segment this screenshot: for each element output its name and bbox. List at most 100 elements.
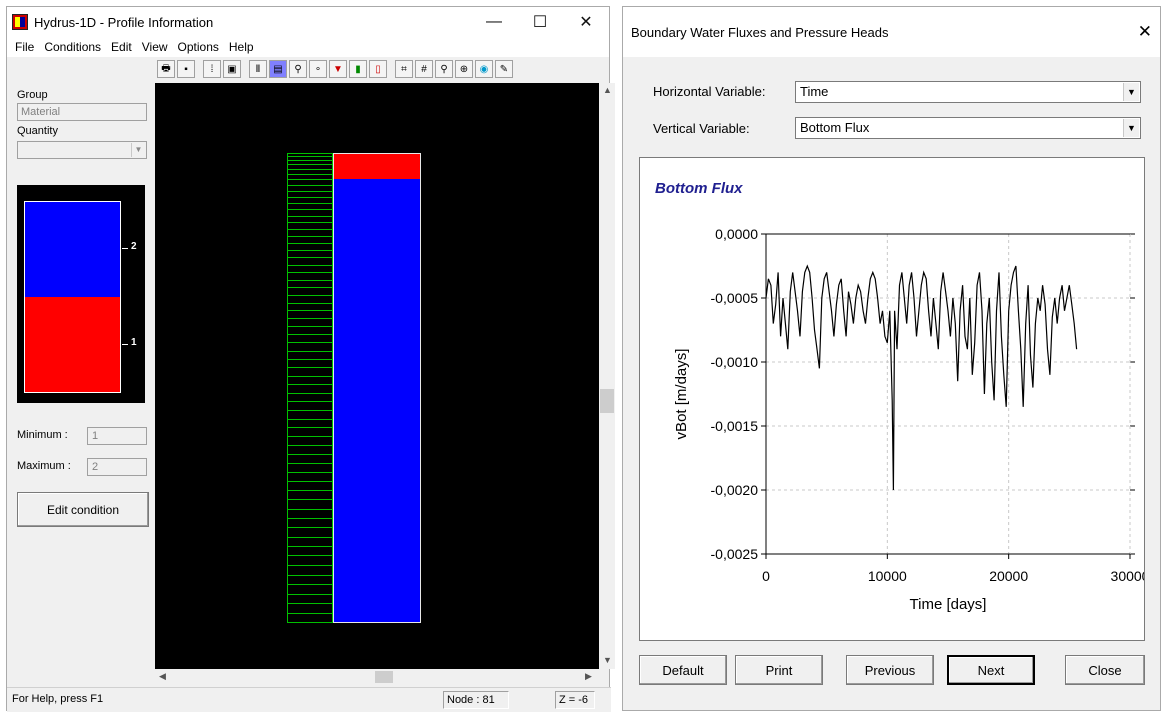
edit-pen-icon[interactable]: ✎ xyxy=(495,60,513,78)
legend-color-1 xyxy=(24,297,121,393)
dialog-title: Boundary Water Fluxes and Pressure Heads xyxy=(631,25,889,40)
minimum-field[interactable]: 1 xyxy=(87,427,147,445)
title-bar: Hydrus-1D - Profile Information — ☐ ✕ xyxy=(7,7,609,37)
grid-dots-icon[interactable]: ⁞ xyxy=(203,60,221,78)
status-help-text: For Help, press F1 xyxy=(12,693,104,705)
chart-title: Bottom Flux xyxy=(655,180,743,197)
profile-canvas[interactable] xyxy=(155,83,599,669)
color-scale-icon[interactable]: ▮ xyxy=(349,60,367,78)
scroll-right-icon[interactable]: ▶ xyxy=(585,671,592,681)
horizontal-scrollbar[interactable]: ◀ ▶ xyxy=(155,669,599,685)
legend-label-1: 1 xyxy=(131,337,137,348)
window-title: Hydrus-1D - Profile Information xyxy=(34,14,214,30)
chevron-down-icon[interactable]: ▼ xyxy=(1123,83,1139,101)
x-tick-label: 0 xyxy=(762,568,770,584)
zoom-window-icon[interactable]: ◉ xyxy=(475,60,493,78)
edit-condition-button[interactable]: Edit condition xyxy=(17,492,149,527)
observation-nodes-icon[interactable]: ∘ xyxy=(309,60,327,78)
scale-bar-icon[interactable]: ▯ xyxy=(369,60,387,78)
y-tick-label: -0,0015 xyxy=(711,418,759,434)
legend-tick xyxy=(122,248,128,249)
legend-label-2: 2 xyxy=(131,241,137,252)
frame-icon[interactable]: ▣ xyxy=(223,60,241,78)
chevron-down-icon[interactable]: ▼ xyxy=(1123,119,1139,137)
material-distribution-icon[interactable]: ▤ xyxy=(269,60,287,78)
menu-bar: File Conditions Edit View Options Help xyxy=(7,37,609,57)
menu-help[interactable]: Help xyxy=(228,40,254,54)
pressure-head-icon[interactable]: ▼ xyxy=(329,60,347,78)
y-tick-label: -0,0010 xyxy=(711,354,759,370)
close-icon[interactable]: ✕ xyxy=(1137,22,1152,41)
material-legend: 2 1 xyxy=(17,185,145,403)
horizontal-variable-label: Horizontal Variable: xyxy=(653,84,766,99)
dialog-title-bar: Boundary Water Fluxes and Pressure Heads… xyxy=(623,7,1160,57)
horizontal-scroll-thumb[interactable] xyxy=(375,671,393,683)
quantity-select[interactable]: ▼ xyxy=(17,141,147,159)
maximize-button[interactable]: ☐ xyxy=(532,14,548,31)
status-node: Node : 81 xyxy=(443,691,509,709)
y-tick-label: -0,0020 xyxy=(711,482,759,498)
default-button[interactable]: Default xyxy=(639,655,727,685)
save-icon[interactable]: ▪ xyxy=(177,60,195,78)
x-axis-label: Time [days] xyxy=(910,596,987,613)
hydrus-app-icon xyxy=(12,14,28,30)
profile-material-1[interactable] xyxy=(333,153,421,179)
profile-material-2[interactable] xyxy=(333,153,421,623)
profile-information-window: Hydrus-1D - Profile Information — ☐ ✕ Fi… xyxy=(6,6,615,712)
legend-tick xyxy=(122,344,128,345)
menu-file[interactable]: File xyxy=(15,40,35,54)
chevron-down-icon[interactable]: ▼ xyxy=(131,143,145,157)
maximum-label: Maximum : xyxy=(17,460,71,472)
status-bar: For Help, press F1 Node : 81 Z = -6 xyxy=(7,687,611,712)
dialog-close-button[interactable]: Close xyxy=(1065,655,1145,685)
x-tick-label: 30000 xyxy=(1111,568,1144,584)
legend-color-2 xyxy=(24,201,121,297)
condition-panel: Group Material Quantity ▼ 2 1 Minimum : … xyxy=(7,57,155,687)
vertical-variable-select[interactable]: Bottom Flux ▼ xyxy=(795,117,1141,139)
status-z: Z = -6 xyxy=(555,691,595,709)
horizontal-variable-select[interactable]: Time ▼ xyxy=(795,81,1141,103)
scroll-left-icon[interactable]: ◀ xyxy=(159,671,166,681)
toolbar: 🖶 ▪ ⁞ ▣ Ⅱ ▤ ⚲ ∘ ▼ ▮ ▯ ⌗ # ⚲ ⊕ ◉ ✎ xyxy=(157,57,611,81)
boundary-fluxes-dialog: Boundary Water Fluxes and Pressure Heads… xyxy=(622,6,1161,711)
y-tick-label: -0,0005 xyxy=(711,290,759,306)
profile-node-discretization xyxy=(287,153,333,623)
zoom-extents-icon[interactable]: ⌗ xyxy=(395,60,413,78)
vertical-scroll-thumb[interactable] xyxy=(600,389,614,413)
node-frame xyxy=(287,153,333,623)
previous-button[interactable]: Previous xyxy=(846,655,934,685)
y-axis-label: vBot [m/days] xyxy=(673,349,690,440)
vertical-scrollbar[interactable]: ▲ ▼ xyxy=(599,83,615,669)
scroll-down-icon[interactable]: ▼ xyxy=(603,655,612,665)
menu-edit[interactable]: Edit xyxy=(111,40,132,54)
vertical-variable-label: Vertical Variable: xyxy=(653,121,750,136)
quantity-label: Quantity xyxy=(17,125,58,137)
zoom-icon[interactable]: ⚲ xyxy=(435,60,453,78)
print-button[interactable]: Print xyxy=(735,655,823,685)
chart-area: Bottom Flux 0,0000 -0,0005 -0,0010 -0,0015 -… xyxy=(639,157,1145,641)
zoom-in-icon[interactable]: ⊕ xyxy=(455,60,473,78)
y-tick-label: -0,0025 xyxy=(711,546,759,562)
close-button[interactable]: ✕ xyxy=(579,14,593,31)
x-tick-label: 20000 xyxy=(989,568,1028,584)
maximum-field[interactable]: 2 xyxy=(87,458,147,476)
series-line xyxy=(765,264,1078,491)
vertical-variable-value: Bottom Flux xyxy=(800,120,870,135)
grid-icon[interactable]: # xyxy=(415,60,433,78)
print-icon[interactable]: 🖶 xyxy=(157,60,175,78)
menu-options[interactable]: Options xyxy=(177,40,219,54)
bottom-flux-chart: 0,0000 -0,0005 -0,0010 -0,0015 -0,0020 -0,002… xyxy=(673,226,1144,613)
horizontal-variable-value: Time xyxy=(800,84,829,99)
x-tick-label: 10000 xyxy=(868,568,907,584)
y-tick-label: 0,0000 xyxy=(715,226,758,242)
scroll-up-icon[interactable]: ▲ xyxy=(603,85,612,95)
profile-icon[interactable]: Ⅱ xyxy=(249,60,267,78)
menu-view[interactable]: View xyxy=(141,40,168,54)
minimize-button[interactable]: — xyxy=(486,13,502,30)
group-label: Group xyxy=(17,89,48,101)
next-button[interactable]: Next xyxy=(947,655,1035,685)
menu-conditions[interactable]: Conditions xyxy=(44,40,102,54)
root-icon[interactable]: ⚲ xyxy=(289,60,307,78)
group-field[interactable]: Material xyxy=(17,103,147,121)
minimum-label: Minimum : xyxy=(17,429,68,441)
